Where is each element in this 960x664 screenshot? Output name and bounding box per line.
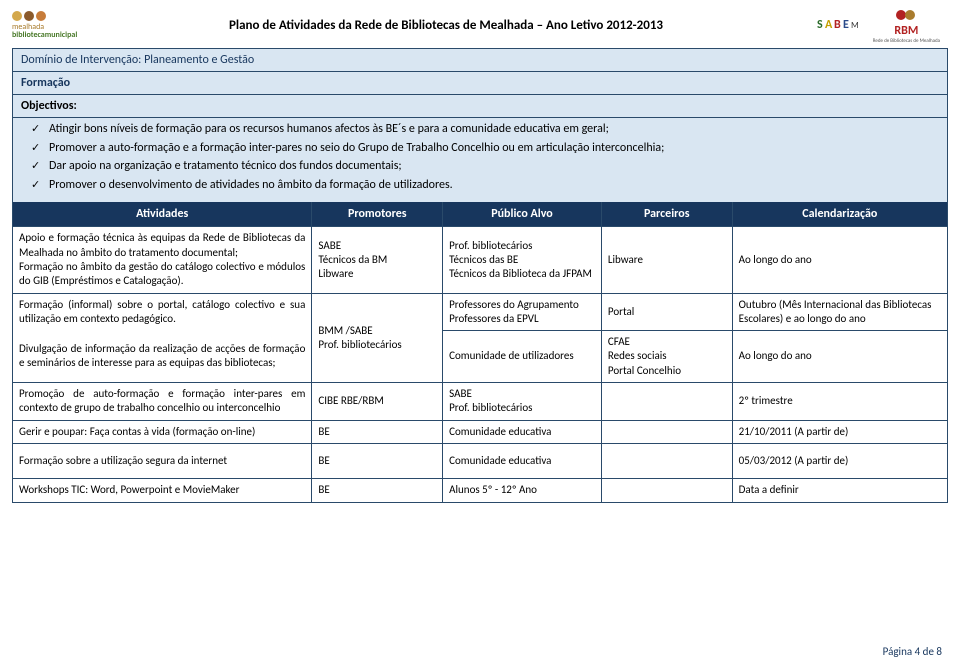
th-promotores: Promotores	[312, 202, 443, 227]
cell-pub: Professores do AgrupamentoProfessores da…	[443, 293, 602, 331]
table-row: Gerir e poupar: Faça contas à vida (form…	[13, 420, 947, 443]
objectivo-item: Dar apoio na organização e tratamento té…	[49, 159, 939, 175]
cell-parc	[601, 420, 732, 443]
cell-prom: CIBE RBE/RBM	[312, 383, 443, 421]
th-calendarizacao: Calendarização	[732, 202, 947, 227]
cell-parc	[601, 479, 732, 502]
content-box: Domínio de Intervenção: Planeamento e Ge…	[12, 48, 948, 503]
svg-text:E: E	[843, 18, 849, 32]
svg-text:M: M	[851, 20, 859, 31]
table-row: Apoio e formação técnica às equipas da R…	[13, 227, 947, 293]
cell-act: Workshops TIC: Word, Powerpoint e MovieM…	[13, 479, 312, 502]
page-footer: Página 4 de 8	[883, 645, 942, 658]
cell-act: Apoio e formação técnica às equipas da R…	[13, 227, 312, 293]
cell-parc: CFAERedes sociaisPortal Concelhio	[601, 331, 732, 383]
cell-cal: Outubro (Mês Internacional das Bibliotec…	[732, 293, 947, 331]
cell-pub: SABEProf. bibliotecários	[443, 383, 602, 421]
table-header-row: Atividades Promotores Público Alvo Parce…	[13, 202, 947, 227]
rbm-label: RBM	[894, 24, 918, 38]
svg-text:A: A	[825, 18, 833, 32]
table-row: Promoção de auto-formação e formação int…	[13, 383, 947, 421]
page-title: Plano de Atividades da Rede de Bibliotec…	[77, 18, 814, 33]
band-formacao: Formação	[13, 71, 947, 94]
cell-act: Gerir e poupar: Faça contas à vida (form…	[13, 420, 312, 443]
cell-pub: Prof. bibliotecáriosTécnicos das BETécni…	[443, 227, 602, 293]
cell-pub: Comunidade de utilizadores	[443, 331, 602, 383]
objectivo-item: Promover a auto-formação e a formação in…	[49, 141, 939, 157]
logo-bottom-text: bibliotecamunicipal	[12, 31, 77, 39]
logo-mealhada: mealhada bibliotecamunicipal	[12, 11, 77, 39]
cell-parc: Libware	[601, 227, 732, 293]
cell-cal: 2º trimestre	[732, 383, 947, 421]
rbm-icon	[895, 6, 917, 24]
page-header: mealhada bibliotecamunicipal Plano de At…	[0, 0, 960, 48]
objectivo-item: Atingir bons níveis de formação para os …	[49, 122, 939, 138]
svg-text:S: S	[817, 18, 823, 32]
logos-right: S A B E M RBM Rede de Bibliotecas de Mea…	[815, 6, 940, 44]
cell-cal: Ao longo do ano	[732, 227, 947, 293]
table-row: Divulgação de informação da realização d…	[13, 331, 947, 383]
cell-cal: 05/03/2012 (A partir de)	[732, 443, 947, 478]
cell-prom: BE	[312, 420, 443, 443]
cell-prom: SABETécnicos da BMLibware	[312, 227, 443, 293]
cell-pub: Comunidade educativa	[443, 443, 602, 478]
th-atividades: Atividades	[13, 202, 312, 227]
cell-act: Divulgação de informação da realização d…	[13, 331, 312, 383]
cell-prom: BE	[312, 479, 443, 502]
cell-cal: Ao longo do ano	[732, 331, 947, 383]
cell-act: Promoção de auto-formação e formação int…	[13, 383, 312, 421]
band-objectivos: Objectivos:	[13, 94, 947, 117]
logo-sabe: S A B E M	[815, 14, 863, 36]
activities-table: Atividades Promotores Público Alvo Parce…	[13, 202, 947, 501]
cell-parc	[601, 443, 732, 478]
table-row: Formação (informal) sobre o portal, catá…	[13, 293, 947, 331]
cell-pub: Alunos 5º - 12º Ano	[443, 479, 602, 502]
cell-prom: BMM /SABEProf. bibliotecários	[312, 293, 443, 382]
objectivo-item: Promover o desenvolvimento de atividades…	[49, 178, 939, 194]
cell-parc	[601, 383, 732, 421]
cell-parc: Portal	[601, 293, 732, 331]
svg-text:B: B	[834, 18, 841, 32]
cell-pub: Comunidade educativa	[443, 420, 602, 443]
logo-rbm: RBM Rede de Bibliotecas de Mealhada	[873, 6, 940, 44]
rbm-sublabel: Rede de Bibliotecas de Mealhada	[873, 38, 940, 44]
th-parceiros: Parceiros	[601, 202, 732, 227]
cell-prom: BE	[312, 443, 443, 478]
sabe-icon: S A B E M	[815, 14, 863, 36]
objectivos-list: Atingir bons níveis de formação para os …	[13, 117, 947, 202]
cell-act: Formação sobre a utilização segura da in…	[13, 443, 312, 478]
cell-cal: 21/10/2011 (A partir de)	[732, 420, 947, 443]
cell-cal: Data a definir	[732, 479, 947, 502]
band-dominio: Domínio de Intervenção: Planeamento e Ge…	[13, 49, 947, 71]
table-row: Workshops TIC: Word, Powerpoint e MovieM…	[13, 479, 947, 502]
table-row: Formação sobre a utilização segura da in…	[13, 443, 947, 478]
th-publico: Público Alvo	[443, 202, 602, 227]
cell-act: Formação (informal) sobre o portal, catá…	[13, 293, 312, 331]
